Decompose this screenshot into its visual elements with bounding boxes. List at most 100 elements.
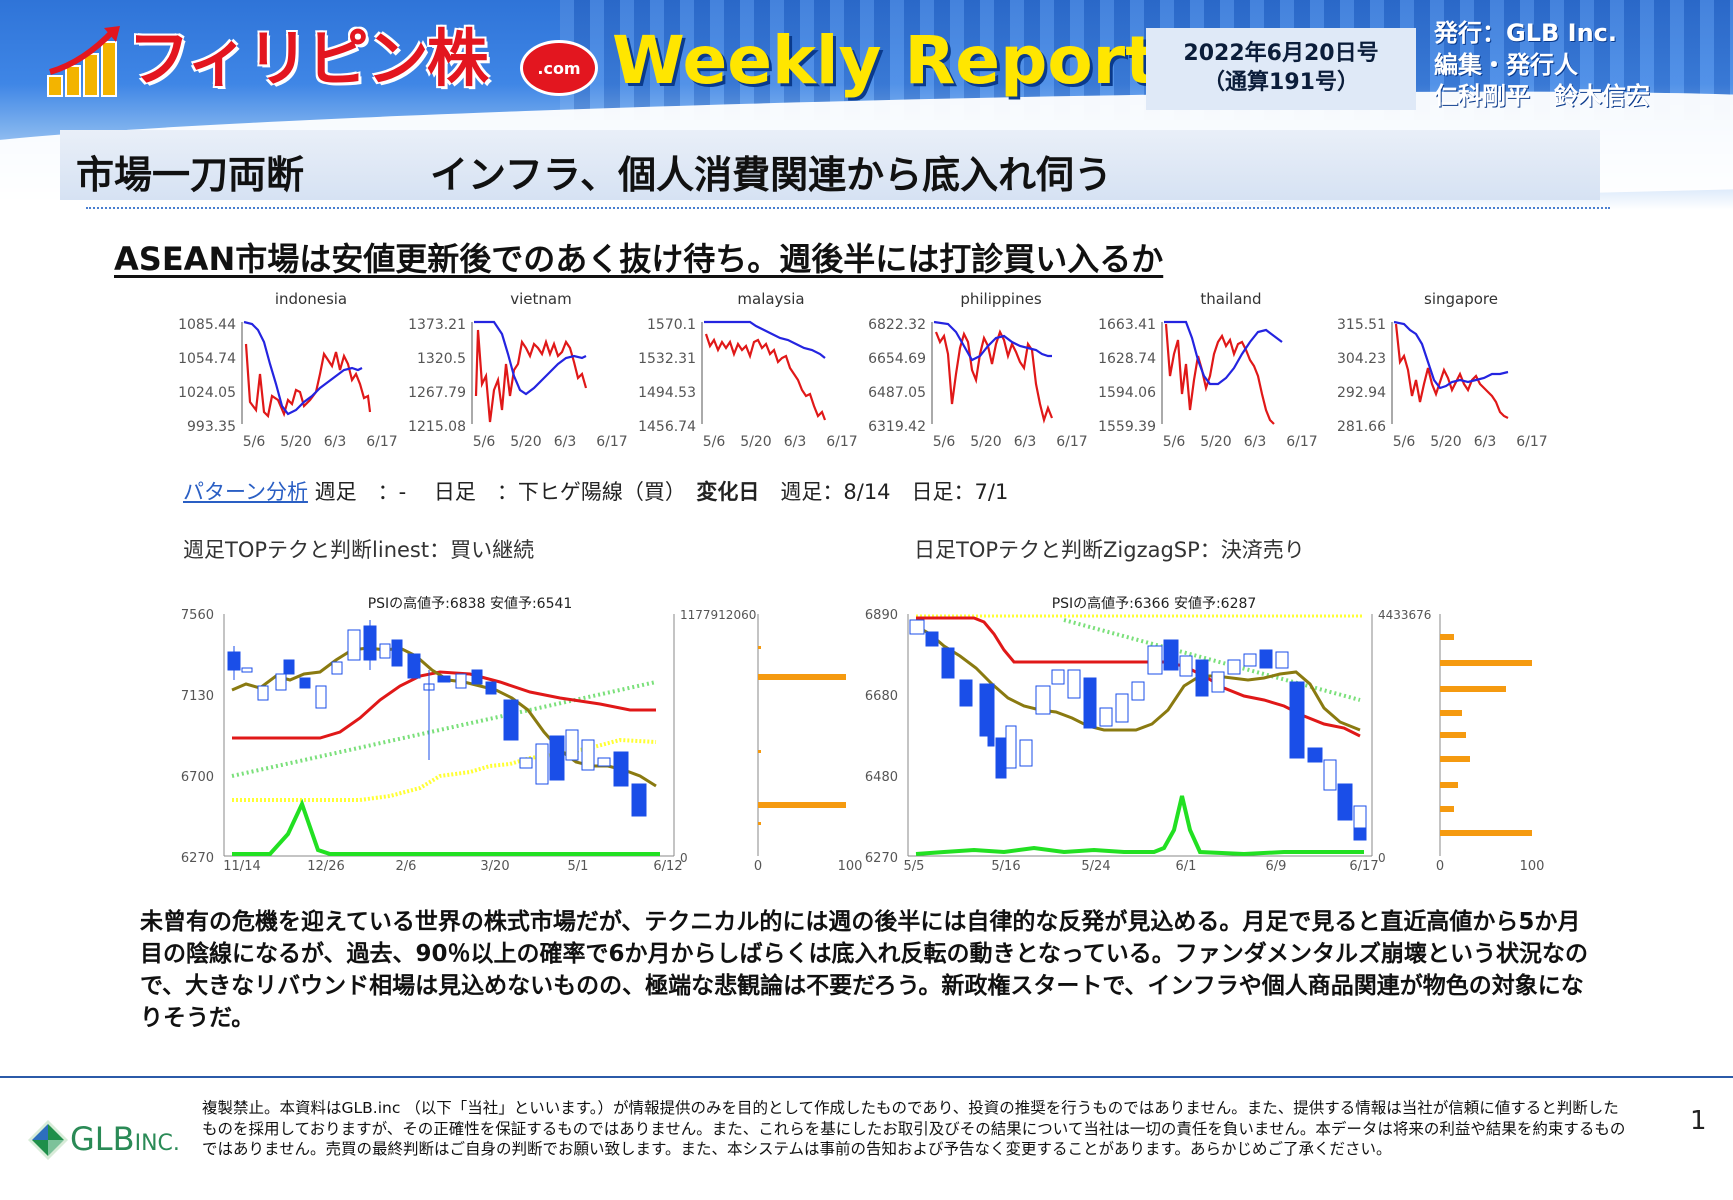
x-tick-label: 6/17 [366,434,397,450]
issue-date: 2022年6月20日号 [1183,41,1379,67]
change-day-label: 変化日 [696,480,760,504]
mini-chart-title: singapore [1424,290,1498,308]
y-tick-label: 1594.06 [1098,385,1156,401]
price-line-blue [474,320,587,396]
y-tick-label: 1215.08 [408,419,466,435]
daily-psi-chart: PSIの高値予:6366 安値予:6287 6890 6680 6480 627… [864,590,1564,884]
x-tick-label: 11/14 [223,859,260,874]
y-tick-label: 281.66 [1337,419,1386,435]
logo-wordmark: フィリピン株 [128,22,489,95]
mini-chart-philippines: philippines 6822.32 6654.69 6487.05 6319… [850,284,1088,454]
price-line-red [474,329,588,423]
x-tick-label: 12/26 [307,859,344,874]
y-tick-label: 6270 [181,851,214,866]
y-tick-label: 1570.1 [647,317,696,333]
price-line-blue [1393,320,1509,390]
editor-names: 仁科剛平 鈴木信宏 [1434,82,1650,111]
x-tick-label: 6/17 [1516,434,1547,450]
y-tick-label: 6654.69 [868,351,926,367]
y-tick-label: 6680 [865,689,898,704]
x-tick-label: 5/6 [243,434,266,450]
x-tick-label: 5/6 [1163,434,1186,450]
x-tick-label: 5/24 [1081,859,1110,874]
y-tick-label: 6480 [865,770,898,785]
candlesticks [227,620,647,817]
y-tick-label: 1054.74 [178,351,236,367]
histogram-bars [1440,634,1532,836]
issue-info-box: 2022年6月20日号 （通算191号） [1146,28,1416,110]
price-line-blue [1164,320,1283,386]
x-tick-label: 6/9 [1266,859,1287,874]
trend-line-green [231,680,657,778]
x-tick-label: 3/20 [480,859,509,874]
y-tick-label: 6890 [865,608,898,623]
y-tick-label: 1559.39 [1098,419,1156,435]
pattern-analysis-link[interactable]: パターン分析 [183,480,308,504]
mini-chart-title: malaysia [737,290,805,308]
x-tick-label: 5/6 [703,434,726,450]
logo-com-badge: .com [520,40,598,96]
y-tick-label: 6270 [865,851,898,866]
weekly-psi-chart: PSIの高値予:6838 安値予:6541 7560 7130 6700 627… [180,590,880,884]
mini-chart-thailand: thailand 1663.41 1628.74 1594.06 1559.39… [1080,284,1318,454]
histogram-tick: 100 [838,859,863,874]
x-tick-label: 5/20 [1200,434,1231,450]
x-tick-label: 6/3 [1474,434,1497,450]
weekly-chart-title: PSIの高値予:6838 安値予:6541 [368,595,573,612]
y-tick-label: 1320.5 [417,351,466,367]
y-tick-label: 7560 [181,608,214,623]
price-line-blue [243,320,363,416]
x-tick-label: 6/12 [653,859,682,874]
volume-line-green [915,795,1364,857]
mini-chart-singapore: singapore 315.51 304.23 292.94 281.66 5/… [1310,284,1548,454]
mini-chart-indonesia: indonesia 1085.44 1054.74 1024.05 993.35… [160,284,398,454]
volume-zero-label: 0 [680,851,688,865]
histogram-bar [758,674,846,680]
glb-logo-name: GLB [70,1120,135,1158]
y-tick-label: 7130 [181,689,214,704]
y-tick-label: 292.94 [1337,385,1386,401]
footer-divider [0,1076,1733,1078]
y-tick-label: 993.35 [187,419,236,435]
x-tick-label: 5/20 [280,434,311,450]
mini-chart-title: thailand [1200,290,1262,308]
x-tick-label: 5/20 [970,434,1001,450]
issue-number: （通算191号） [1203,70,1359,95]
y-tick-label: 6487.05 [868,385,926,401]
report-title: Weekly Report [612,22,1157,99]
glb-logo-icon [28,1120,68,1160]
x-tick-label: 6/17 [1056,434,1087,450]
y-tick-label: 6822.32 [868,317,926,333]
candlesticks [909,619,1367,841]
volume-max-label: 4433676 [1378,608,1431,622]
article-headline: インフラ、個人消費関連から底入れ伺う [430,153,1113,197]
histogram-tick: 100 [1520,859,1545,874]
x-tick-label: 5/1 [568,859,589,874]
y-tick-label: 1494.53 [638,385,696,401]
histogram-bar [758,802,846,808]
moving-average-olive [915,624,1361,732]
x-tick-label: 6/1 [1176,859,1197,874]
article-title-bar [60,130,1600,200]
x-tick-label: 6/17 [596,434,627,450]
x-tick-label: 5/5 [904,859,925,874]
section-label: 市場一刀両断 [76,153,305,197]
price-line-blue [933,320,1052,362]
y-tick-label: 1456.74 [638,419,696,435]
x-tick-label: 6/3 [324,434,347,450]
mini-chart-title: vietnam [510,290,572,308]
change-day-values: 週足：8/14 日足：7/1 [759,480,1009,504]
article-subheadline: ASEAN市場は安値更新後でのあく抜け待ち。週後半には打診買い入るか [114,240,1164,278]
volume-line-green [232,798,660,856]
x-tick-label: 5/20 [740,434,771,450]
dotted-divider [86,207,1610,209]
mini-chart-title: indonesia [274,290,348,308]
weekly-judgment-label: 週足TOPテクと判断linest：買い継続 [183,538,535,562]
volume-max-label: 1177912060 [680,608,756,622]
x-tick-label: 6/3 [784,434,807,450]
x-tick-label: 6/3 [1244,434,1267,450]
y-tick-label: 6319.42 [868,419,926,435]
disclaimer-text: 複製禁止。本資料はGLB.inc （以下「当社」といいます。）が情報提供のみを目… [202,1099,1626,1158]
x-tick-label: 6/3 [554,434,577,450]
x-tick-label: 6/17 [826,434,857,450]
